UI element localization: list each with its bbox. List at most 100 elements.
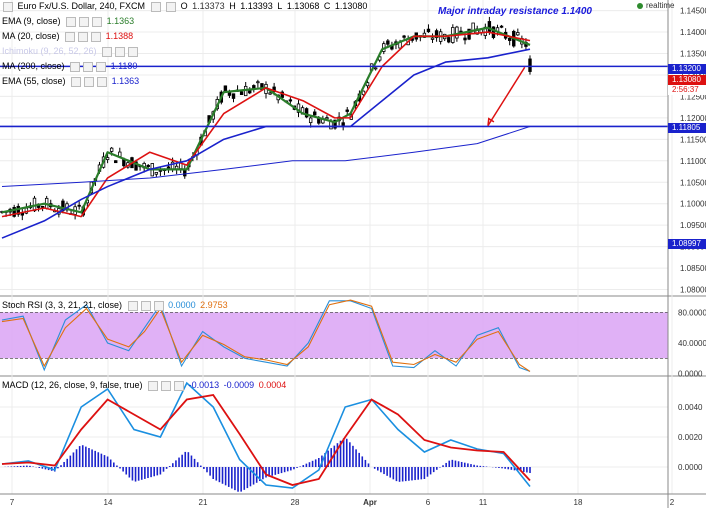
price-y-tick-label: 1.13500 (680, 50, 706, 59)
macd-panel[interactable] (1, 381, 531, 492)
stoch-k-value: 0.0000 (168, 300, 196, 310)
realtime-label: realtime (646, 1, 675, 10)
stoch-remove-icon[interactable] (153, 300, 164, 311)
ema55-hide-icon[interactable] (84, 76, 95, 87)
close-label: C (323, 1, 331, 11)
macd-remove-icon[interactable] (174, 380, 185, 391)
ma200-price-box: 1.08997 (668, 239, 706, 249)
candle-body (308, 117, 313, 124)
ma200-settings-icon[interactable] (70, 61, 81, 72)
ema9-settings-icon[interactable] (66, 16, 77, 27)
candle (296, 100, 301, 118)
ma20-remove-icon[interactable] (91, 31, 102, 42)
x-tick-label: 21 (199, 498, 208, 507)
candle-body (40, 205, 45, 208)
open-value: 1.13373 (192, 1, 225, 11)
stoch-y-tick-label: 40.0000 (678, 339, 706, 348)
legend-ma20[interactable]: MA (20, close) 1.1388 (2, 31, 135, 42)
low-label: L (277, 1, 283, 11)
candle-body (499, 25, 504, 28)
symbol-legend: Euro Fx/U.S. Dollar, 240, FXCM O 1.13373… (2, 1, 369, 12)
candle-body (256, 81, 260, 84)
candle (341, 118, 345, 131)
price-y-tick-label: 1.12500 (680, 92, 706, 101)
ema9-hide-icon[interactable] (79, 16, 90, 27)
ma20-line (1, 31, 531, 218)
resistance-annotation: Major intraday resistance 1.1400 (438, 6, 592, 17)
collapse-icon[interactable] (3, 1, 13, 12)
candle-body (516, 32, 520, 36)
price-y-tick-label: 1.10500 (680, 178, 706, 187)
candle-body (434, 30, 439, 39)
candle-body (154, 172, 159, 175)
ichimoku-hide-icon[interactable] (115, 46, 126, 57)
macd-value: -0.0013 (188, 380, 220, 390)
candle-body (365, 82, 370, 87)
candle (304, 107, 309, 119)
realtime-indicator: realtime (637, 1, 674, 10)
stoch-rsi-panel[interactable] (0, 299, 668, 372)
x-tick-label: 28 (291, 498, 300, 507)
macd-settings-icon[interactable] (148, 380, 159, 391)
candle-body (288, 99, 293, 102)
ichimoku-settings-icon[interactable] (102, 46, 113, 57)
macd-y-tick-label: 0.0040 (678, 403, 703, 412)
ma200-line (1, 125, 531, 188)
macd-hide-icon[interactable] (161, 380, 172, 391)
stoch-d-line (1, 299, 531, 372)
candle-body (272, 86, 276, 93)
hide-icon[interactable] (166, 1, 177, 12)
candle (430, 33, 435, 43)
macd-label: MACD (12, 26, close, 9, false, true) (2, 380, 143, 390)
candle-body (268, 92, 272, 95)
ma200-hide-icon[interactable] (83, 61, 94, 72)
candle-body (12, 206, 16, 217)
legend-ichimoku[interactable]: Ichimoku (9, 26, 52, 26) (2, 46, 140, 57)
candle-body (386, 40, 390, 45)
candle (12, 204, 16, 218)
candle (365, 80, 370, 89)
support-price-box: 1.11805 (668, 123, 706, 133)
ichimoku-remove-icon[interactable] (128, 46, 139, 57)
ema55-value: 1.1363 (111, 76, 140, 86)
ema55-label: EMA (55, close) (2, 76, 66, 86)
price-y-tick-label: 1.14500 (680, 7, 706, 16)
candle-body (430, 37, 435, 40)
ma20-settings-icon[interactable] (65, 31, 76, 42)
candle (426, 24, 431, 33)
x-tick-label: 2 (670, 498, 675, 507)
open-label: O (180, 1, 188, 11)
candle-body (109, 147, 114, 152)
ema55-settings-icon[interactable] (71, 76, 82, 87)
stoch-settings-icon[interactable] (127, 300, 138, 311)
x-tick-label: Apr (363, 498, 377, 507)
candle (434, 28, 439, 42)
legend-ema9[interactable]: EMA (9, close) 1.1363 (2, 16, 136, 27)
candle (114, 160, 118, 164)
legend-stoch-rsi[interactable]: Stoch RSI (3, 3, 21, 21, close) 0.0000 2… (2, 300, 230, 311)
legend-macd[interactable]: MACD (12, 26, close, 9, false, true) -0.… (2, 380, 288, 391)
candle-body (528, 58, 532, 72)
candle-body (345, 109, 349, 112)
candle-body (231, 93, 236, 99)
price-y-tick-label: 1.11000 (680, 157, 706, 166)
settings-icon[interactable] (150, 1, 161, 12)
countdown-box: 2:56:37 (668, 85, 706, 95)
candle (313, 109, 317, 116)
symbol-title: Euro Fx/U.S. Dollar, 240, FXCM (17, 1, 146, 11)
x-tick-label: 14 (104, 498, 113, 507)
candle-body (507, 37, 512, 41)
legend-ma200[interactable]: MA (200, close) 1.1180 (2, 61, 139, 72)
stoch-hide-icon[interactable] (140, 300, 151, 311)
ma20-hide-icon[interactable] (78, 31, 89, 42)
candle-body (313, 111, 317, 116)
stoch-k-line (1, 300, 531, 372)
legend-ema55[interactable]: EMA (55, close) 1.1363 (2, 76, 141, 87)
ema55-remove-icon[interactable] (97, 76, 108, 87)
ema9-remove-icon[interactable] (92, 16, 103, 27)
candle-body (455, 26, 459, 39)
price-panel[interactable] (0, 16, 668, 239)
ma200-remove-icon[interactable] (96, 61, 107, 72)
